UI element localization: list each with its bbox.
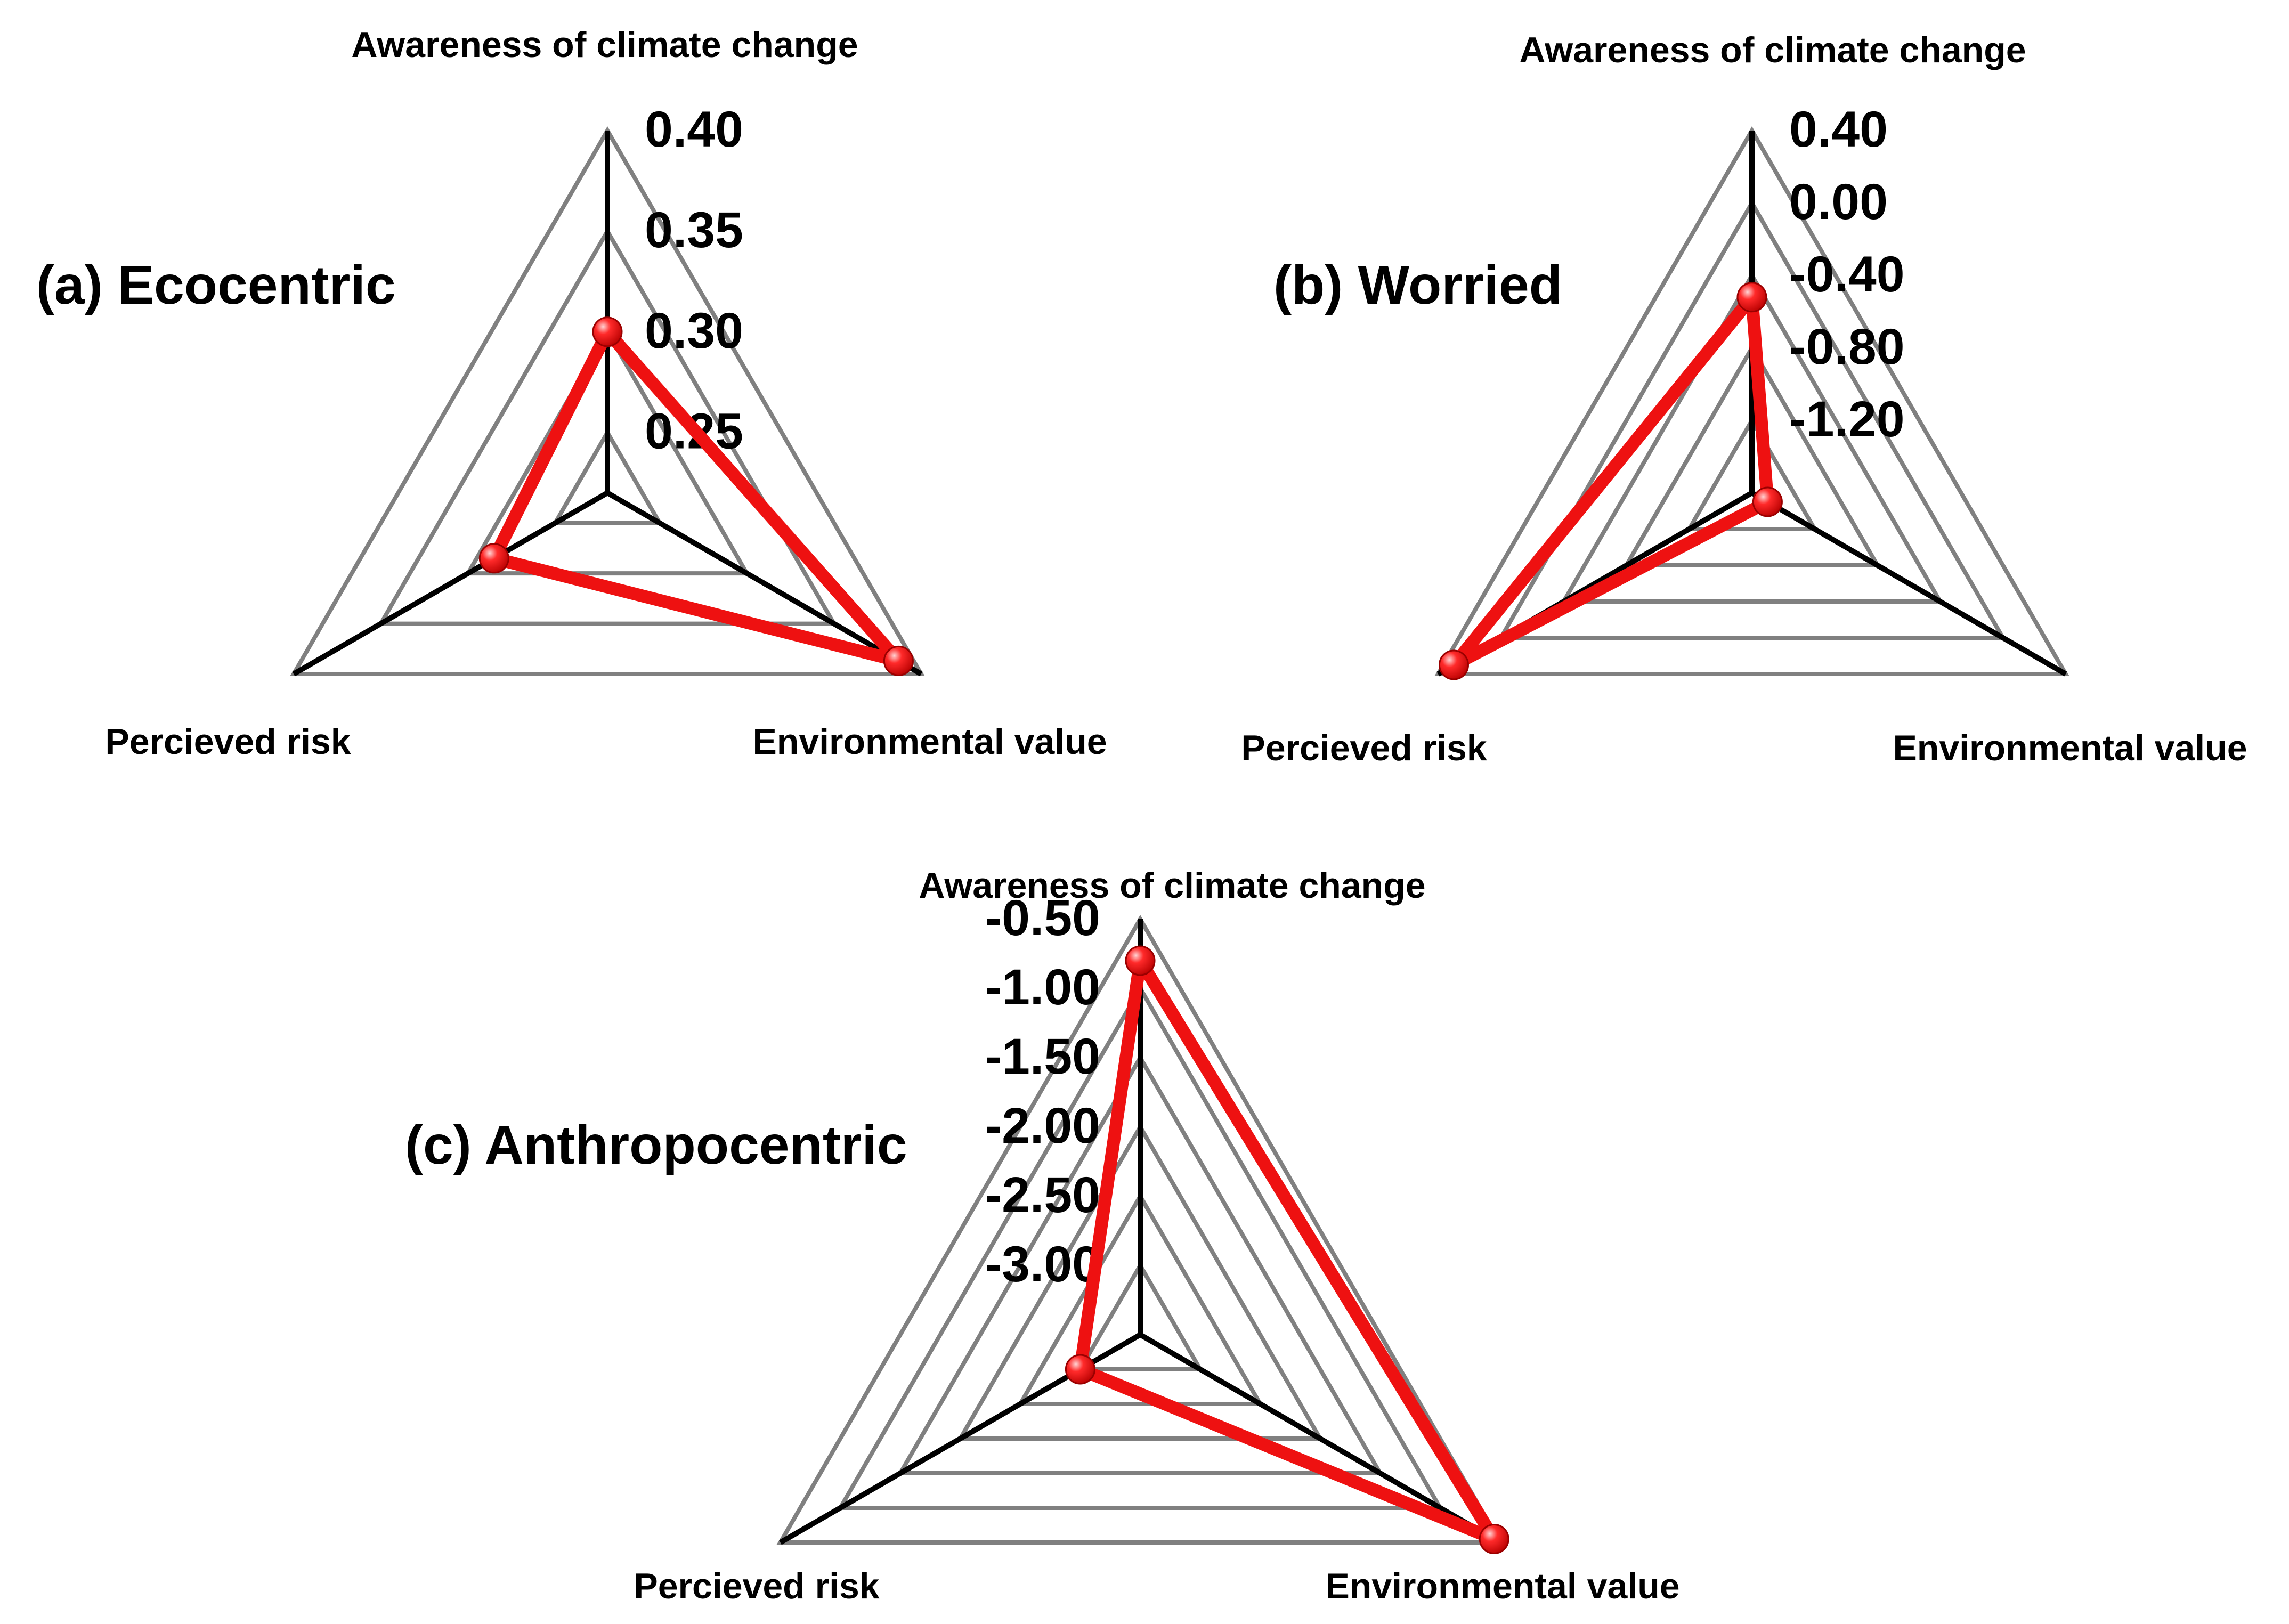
- axis-spoke: [292, 490, 609, 677]
- tick-label: -1.20: [1789, 391, 1905, 448]
- tick-label: -2.00: [985, 1098, 1100, 1154]
- grid-ring: [377, 226, 838, 626]
- data-point: [883, 645, 914, 676]
- tick-label: 0.40: [1789, 101, 1888, 158]
- data-point: [1752, 486, 1783, 517]
- tick-label: 0.30: [645, 303, 743, 359]
- tick-label: 0.40: [645, 101, 743, 158]
- data-point: [1439, 649, 1469, 680]
- data-point: [478, 543, 509, 574]
- grid-ring: [896, 1053, 1384, 1475]
- panel-title-ecocentric: (a) Ecocentric: [36, 255, 396, 315]
- grid-ring: [1685, 416, 1819, 531]
- data-point: [1479, 1524, 1509, 1554]
- grid-ring: [1622, 344, 1881, 567]
- grid-ring: [1497, 198, 2007, 640]
- tick-label: -1.00: [985, 959, 1100, 1016]
- grid-ring: [290, 126, 925, 676]
- grid-ring: [1016, 1192, 1264, 1406]
- axis-label-perceived-risk: Percieved risk: [634, 1566, 879, 1606]
- data-point: [592, 316, 623, 347]
- tick-label: -1.50: [985, 1028, 1100, 1085]
- series-line: [488, 325, 905, 668]
- axis-label-environmental-value: Environmental value: [752, 721, 1107, 762]
- grid-ring: [956, 1122, 1324, 1441]
- data-point: [1125, 945, 1156, 976]
- tick-label: -0.80: [1789, 319, 1905, 375]
- axis-label-awareness: Awareness of climate change: [351, 25, 858, 65]
- axis-label-awareness: Awareness of climate change: [919, 865, 1425, 906]
- axis-label-environmental-value: Environmental value: [1325, 1566, 1679, 1606]
- grid-ring: [837, 984, 1444, 1510]
- axis-label-awareness: Awareness of climate change: [1519, 30, 2026, 70]
- axis-spoke: [1139, 1332, 1501, 1545]
- series-line: [1074, 954, 1501, 1546]
- grid-ring: [776, 915, 1504, 1545]
- panel-title-anthropocentric: (c) Anthropocentric: [405, 1115, 907, 1175]
- panel-anthropocentric: (c) Anthropocentric Awareness of climate…: [405, 865, 1680, 1606]
- grid-ring: [551, 428, 664, 525]
- grid-ring: [1076, 1261, 1204, 1371]
- tick-label: -2.50: [985, 1167, 1100, 1223]
- panel-worried: (b) Worried Awareness of climate change …: [1241, 30, 2247, 768]
- axis-spoke: [606, 490, 923, 677]
- series-line: [1447, 290, 1774, 671]
- radar-chart-ecocentric: 0.250.300.350.40: [290, 101, 925, 677]
- axis-label-perceived-risk: Percieved risk: [1241, 728, 1487, 768]
- tick-label: -3.00: [985, 1236, 1100, 1293]
- radar-chart-anthropocentric: -3.00 -2.50 -2.00 -1.50 -1.00 -0.50: [776, 890, 1509, 1554]
- panel-title-worried: (b) Worried: [1273, 255, 1562, 315]
- panel-ecocentric: (a) Ecocentric Awareness of climate chan…: [36, 25, 1107, 762]
- tick-label: -0.50: [985, 890, 1100, 946]
- axis-label-environmental-value: Environmental value: [1893, 728, 2247, 768]
- data-point: [1065, 1354, 1095, 1385]
- tick-label: 0.00: [1789, 174, 1888, 230]
- axis-spoke: [1750, 490, 2067, 677]
- data-point: [1736, 282, 1767, 313]
- tick-label: 0.35: [645, 202, 743, 258]
- grid-ring: [1434, 126, 2069, 676]
- grid-ring: [1560, 271, 1944, 604]
- axis-label-perceived-risk: Percieved risk: [105, 721, 351, 762]
- grid-ring: [464, 327, 751, 576]
- tick-label: -0.40: [1789, 246, 1905, 303]
- radar-chart-worried: -1.20 -0.80 -0.40 0.00 0.40: [1434, 101, 2069, 680]
